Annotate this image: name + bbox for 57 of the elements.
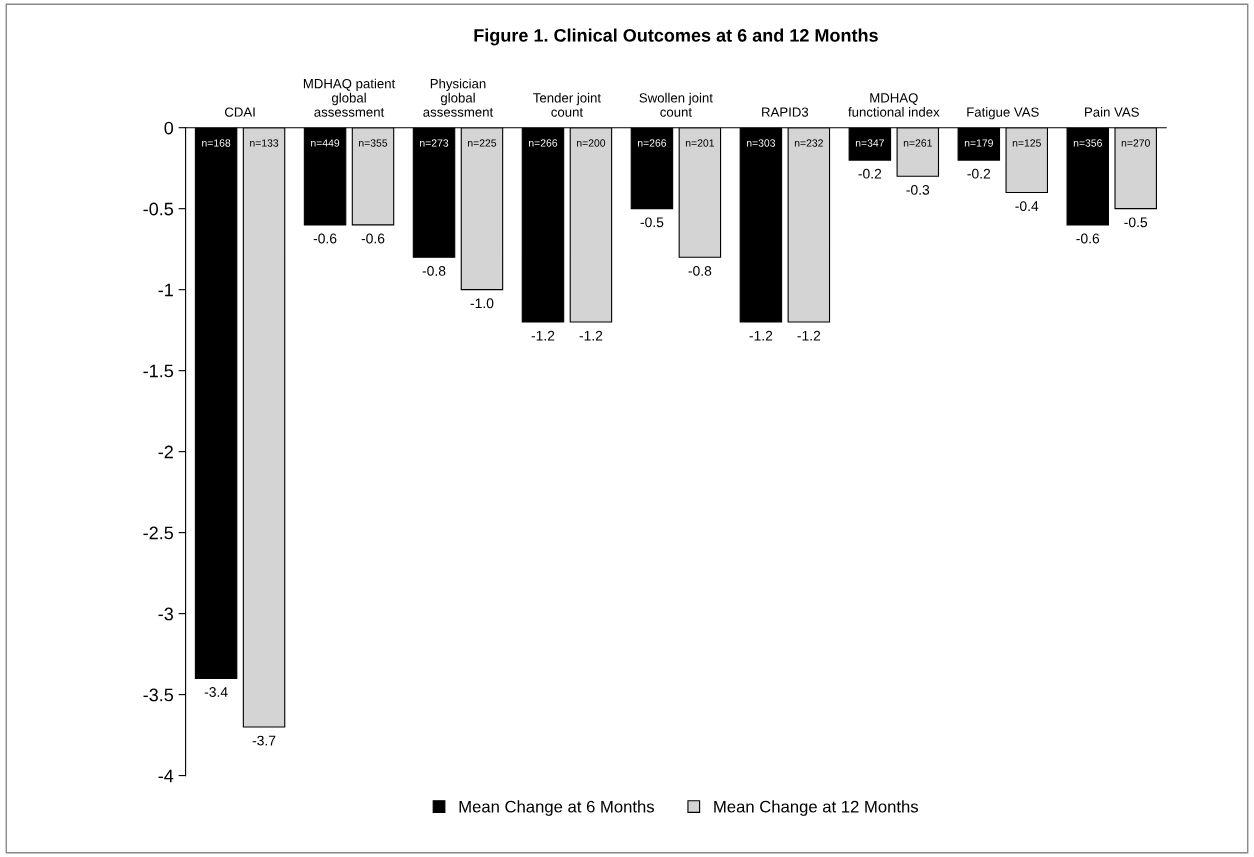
data-label: -1.0: [470, 298, 494, 309]
x-tick-label: Tender joint count: [533, 92, 601, 117]
y-tick-label: -4: [158, 769, 174, 783]
x-tick-label: MDHAQ patient global assessment: [303, 78, 396, 117]
data-label: -3.7: [252, 735, 276, 746]
y-tick-label: -1.5: [143, 364, 174, 378]
annotation: n=125: [1012, 139, 1041, 147]
data-label: -0.5: [640, 217, 664, 228]
legend-label: Mean Change at 6 Months: [459, 800, 655, 816]
y-tick-label: -0.5: [143, 202, 174, 216]
data-label: -0.6: [361, 233, 385, 244]
data-label: -0.2: [858, 168, 882, 179]
annotation: n=303: [746, 139, 776, 147]
x-tick-label: Pain VAS: [1085, 107, 1139, 117]
data-label: -0.8: [688, 265, 712, 276]
annotation: n=266: [638, 139, 667, 147]
annotation: n=356: [1073, 139, 1102, 147]
data-label: -0.3: [906, 184, 930, 195]
x-tick-label: MDHAQ functional index: [848, 93, 940, 117]
annotation: n=270: [1121, 139, 1150, 147]
data-label: -1.2: [749, 330, 773, 341]
annotation: n=201: [685, 139, 714, 147]
y-tick-label: -1: [158, 283, 173, 297]
chart-title: Figure 1. Clinical Outcomes at 6 and 12 Months: [474, 28, 878, 46]
data-label: -1.2: [531, 330, 555, 341]
annotation: n=133: [250, 139, 279, 147]
y-tick-label: 0: [164, 121, 174, 135]
annotation: n=347: [855, 139, 884, 147]
data-label: -0.5: [1124, 217, 1148, 228]
annotation: n=355: [359, 139, 388, 147]
data-label: -0.6: [1076, 233, 1100, 244]
data-label: -0.6: [313, 233, 337, 244]
annotation: n=449: [311, 139, 340, 147]
data-label: -3.4: [204, 687, 228, 697]
x-tick-label: Swollen joint count: [639, 92, 713, 117]
annotation: n=200: [576, 139, 606, 147]
y-tick-label: -2.5: [143, 526, 174, 540]
annotation: n=261: [903, 139, 932, 147]
annotation: n=266: [529, 139, 558, 147]
annotation: n=225: [468, 139, 497, 147]
y-tick-label: -2: [158, 445, 173, 459]
x-tick-label: Physician global assessment: [423, 78, 494, 117]
x-tick-label: RAPID3: [762, 107, 809, 117]
annotation: n=273: [420, 139, 449, 147]
data-label: -0.8: [422, 265, 446, 276]
data-label: -0.2: [967, 168, 991, 179]
annotation: n=168: [202, 139, 231, 147]
legend-label: Mean Change at 12 Months: [714, 800, 919, 816]
x-tick-label: CDAI: [224, 107, 255, 117]
y-tick-label: -3: [158, 607, 173, 621]
annotation: n=179: [964, 139, 993, 147]
data-label: -1.2: [797, 330, 821, 341]
annotation: n=232: [794, 139, 823, 147]
data-label: -1.2: [579, 330, 603, 341]
x-tick-label: Fatigue VAS: [967, 107, 1039, 120]
y-tick-label: -3.5: [143, 688, 174, 702]
data-label: -0.4: [1015, 201, 1039, 212]
